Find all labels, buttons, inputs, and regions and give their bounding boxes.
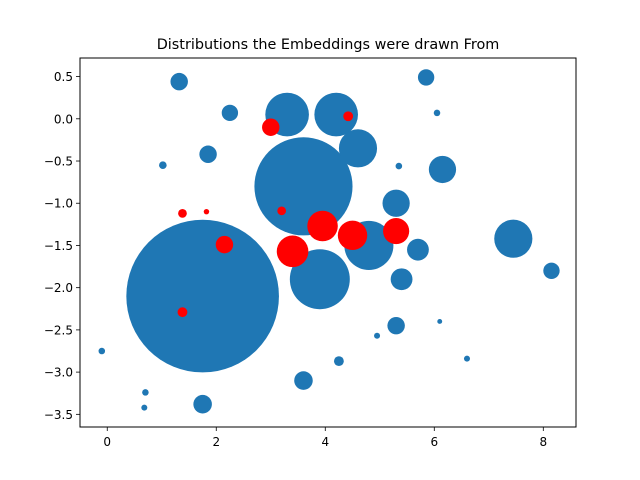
x-tick-label: 4 [321,435,329,449]
point-0-26 [141,404,148,411]
point-0-10 [170,72,188,91]
x-tick-label: 6 [430,435,438,449]
point-0-8 [494,219,533,258]
point-0-13 [199,145,217,163]
y-tick-label: −1.5 [44,239,73,253]
ticks-layer: 0 2 4 6 8 0.5 0.0 −0.5 −1.0 −1.5 −2.0 −2.5 −3.0 −3.5 [44,70,547,449]
point-0-3 [254,137,353,236]
point-1-5 [262,118,280,136]
point-1-3 [383,218,410,245]
point-0-18 [193,394,212,414]
point-1-6 [343,111,354,122]
point-0-27 [374,332,381,339]
y-tick-label: −2.0 [44,281,73,295]
point-0-22 [433,109,441,117]
y-tick-label: −0.5 [44,155,73,169]
point-0-15 [390,268,413,291]
point-0-0 [126,219,279,373]
point-1-10 [203,208,210,215]
point-0-20 [543,262,560,279]
point-1-8 [178,209,187,218]
point-0-17 [294,371,313,390]
x-tick-label: 8 [539,435,547,449]
y-tick-label: −1.0 [44,197,73,211]
point-0-14 [407,238,429,261]
point-0-25 [142,389,149,396]
point-0-29 [463,355,470,362]
point-1-0 [307,210,338,242]
y-tick-label: −3.5 [44,408,73,422]
y-tick-label: −2.5 [44,323,73,337]
x-tick-label: 0 [103,435,111,449]
point-1-1 [276,235,309,268]
point-1-9 [277,206,287,216]
point-0-12 [221,104,239,122]
series-0 [98,69,560,414]
point-0-19 [333,356,344,367]
series-1 [177,111,410,318]
point-0-21 [159,161,167,170]
point-0-24 [98,347,106,355]
point-0-28 [437,318,443,324]
point-0-4 [338,129,378,168]
point-1-2 [337,220,368,251]
point-1-4 [215,235,234,254]
x-tick-label: 2 [212,435,220,449]
point-0-2 [314,92,358,137]
points-layer [98,69,560,414]
y-tick-label: −3.0 [44,366,73,380]
point-0-23 [395,162,403,170]
point-0-7 [382,189,410,217]
y-tick-label: 0.5 [54,70,73,84]
point-0-11 [417,69,435,86]
point-0-5 [289,249,350,310]
chart-title: Distributions the Embeddings were drawn … [157,37,500,53]
point-0-16 [387,316,405,335]
point-0-9 [428,155,457,184]
plot-frame [79,57,577,428]
y-tick-label: 0.0 [54,112,73,126]
point-1-7 [177,307,188,318]
